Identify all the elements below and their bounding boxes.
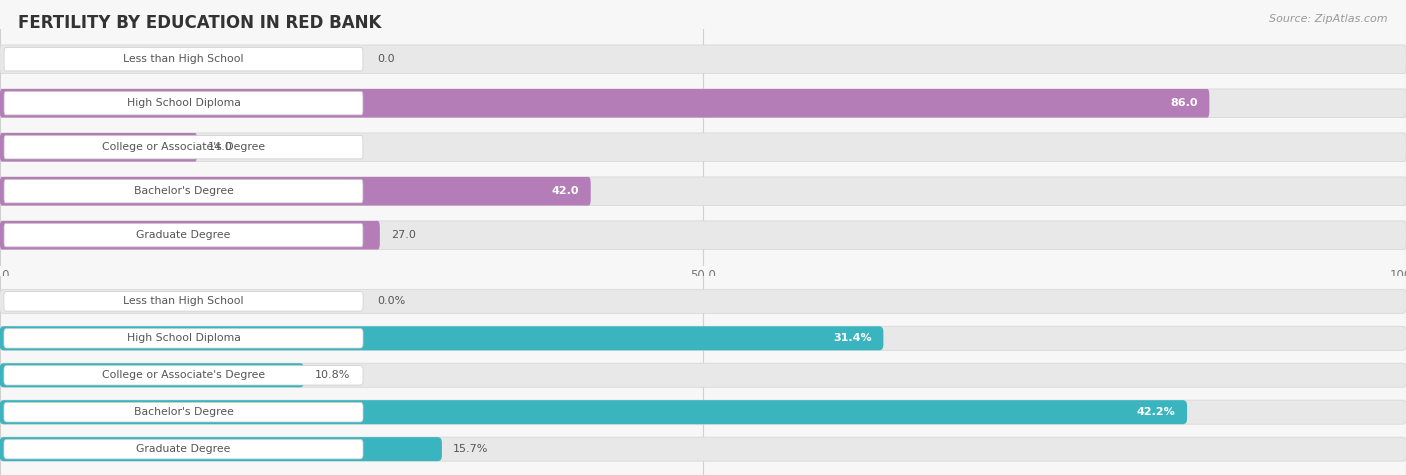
FancyBboxPatch shape: [0, 363, 304, 387]
FancyBboxPatch shape: [4, 402, 363, 422]
FancyBboxPatch shape: [0, 89, 1209, 118]
Text: 31.4%: 31.4%: [834, 333, 872, 343]
Text: 0.0: 0.0: [377, 54, 395, 64]
Text: 86.0: 86.0: [1170, 98, 1198, 108]
Text: High School Diploma: High School Diploma: [127, 333, 240, 343]
FancyBboxPatch shape: [4, 136, 363, 159]
Text: Source: ZipAtlas.com: Source: ZipAtlas.com: [1270, 14, 1388, 24]
FancyBboxPatch shape: [0, 363, 1406, 387]
FancyBboxPatch shape: [0, 326, 883, 351]
Text: College or Associate's Degree: College or Associate's Degree: [101, 370, 266, 380]
FancyBboxPatch shape: [0, 177, 1406, 206]
Text: Graduate Degree: Graduate Degree: [136, 444, 231, 454]
Text: Graduate Degree: Graduate Degree: [136, 230, 231, 240]
Text: 0.0%: 0.0%: [377, 296, 405, 306]
Text: Bachelor's Degree: Bachelor's Degree: [134, 407, 233, 417]
FancyBboxPatch shape: [4, 92, 363, 115]
Text: College or Associate's Degree: College or Associate's Degree: [101, 142, 266, 152]
Text: 15.7%: 15.7%: [453, 444, 488, 454]
Text: High School Diploma: High School Diploma: [127, 98, 240, 108]
Text: 42.2%: 42.2%: [1136, 407, 1175, 417]
FancyBboxPatch shape: [0, 221, 1406, 249]
FancyBboxPatch shape: [4, 292, 363, 311]
FancyBboxPatch shape: [4, 439, 363, 459]
FancyBboxPatch shape: [4, 365, 363, 385]
Text: FERTILITY BY EDUCATION IN RED BANK: FERTILITY BY EDUCATION IN RED BANK: [18, 14, 381, 32]
FancyBboxPatch shape: [0, 400, 1187, 424]
FancyBboxPatch shape: [4, 180, 363, 203]
Text: 27.0: 27.0: [391, 230, 416, 240]
Text: Less than High School: Less than High School: [124, 54, 243, 64]
FancyBboxPatch shape: [4, 329, 363, 348]
FancyBboxPatch shape: [0, 45, 1406, 74]
FancyBboxPatch shape: [0, 289, 1406, 314]
FancyBboxPatch shape: [0, 133, 1406, 162]
FancyBboxPatch shape: [4, 224, 363, 247]
Text: 14.0: 14.0: [208, 142, 233, 152]
FancyBboxPatch shape: [0, 89, 1406, 118]
FancyBboxPatch shape: [0, 177, 591, 206]
FancyBboxPatch shape: [0, 133, 197, 162]
FancyBboxPatch shape: [4, 48, 363, 71]
FancyBboxPatch shape: [0, 437, 1406, 461]
FancyBboxPatch shape: [0, 437, 441, 461]
FancyBboxPatch shape: [0, 400, 1406, 424]
Text: Less than High School: Less than High School: [124, 296, 243, 306]
FancyBboxPatch shape: [0, 326, 1406, 351]
Text: Bachelor's Degree: Bachelor's Degree: [134, 186, 233, 196]
Text: 42.0: 42.0: [551, 186, 579, 196]
Text: 10.8%: 10.8%: [315, 370, 350, 380]
FancyBboxPatch shape: [0, 221, 380, 249]
